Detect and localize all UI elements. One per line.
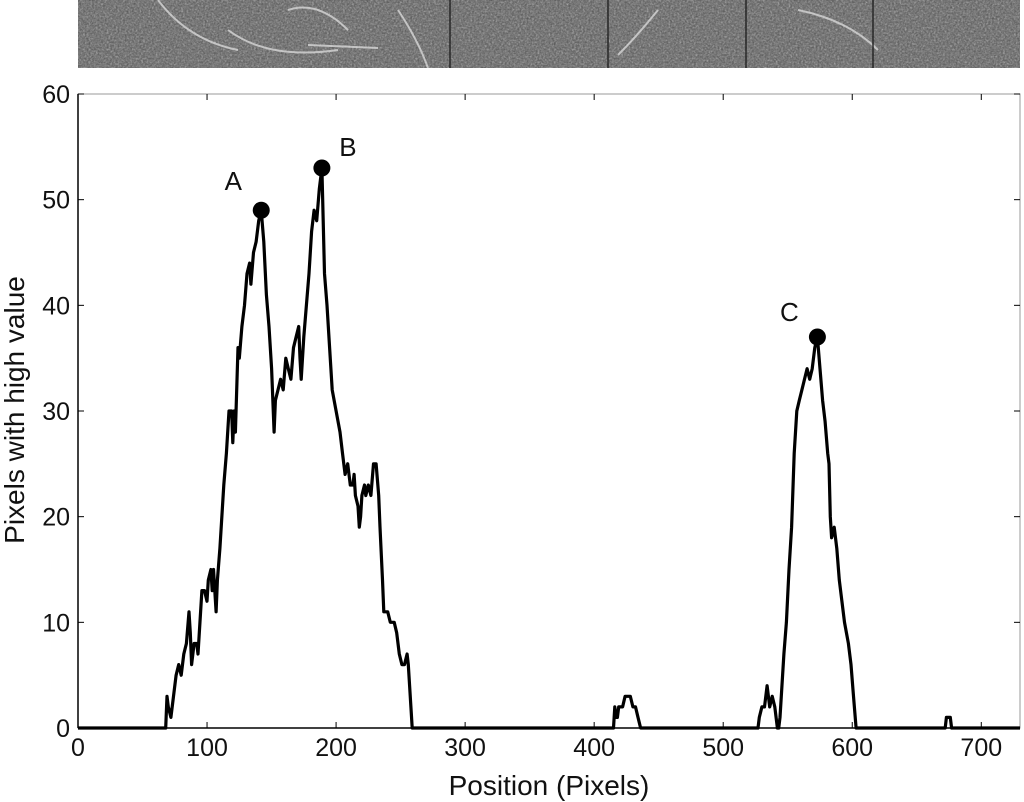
y-axis: 0 10 20 30 40 50 60 (42, 81, 1020, 743)
y-tick-label: 50 (42, 187, 70, 215)
x-tick-label: 400 (573, 734, 615, 762)
x-tick-label: 300 (444, 734, 486, 762)
y-tick-label: 20 (42, 504, 70, 532)
x-tick-label: 200 (315, 734, 357, 762)
x-tick-label: 500 (702, 734, 744, 762)
peak-label-b: B (339, 132, 356, 162)
y-tick-label: 0 (56, 715, 70, 743)
x-axis: 0 100 200 300 400 500 600 700 (71, 94, 1002, 762)
peak-marker-c (808, 328, 826, 346)
peak-label-a: A (225, 166, 243, 196)
grayscale-texture-strip-icon (78, 0, 1020, 68)
texture-image-strip (78, 0, 1020, 68)
x-tick-label: 700 (960, 734, 1002, 762)
plot-border (77, 93, 1021, 729)
y-tick-label: 10 (42, 609, 70, 637)
y-tick-label: 30 (42, 398, 70, 426)
peak-marker-a (252, 201, 270, 219)
y-tick-label: 40 (42, 292, 70, 320)
peak-label-c: C (780, 297, 799, 327)
x-tick-label: 0 (71, 734, 85, 762)
series-line (78, 166, 1020, 730)
x-tick-label: 100 (186, 734, 228, 762)
x-tick-label: 600 (831, 734, 873, 762)
peak-marker-b (313, 159, 331, 177)
peak-markers: A B C (225, 132, 826, 346)
x-axis-title: Position (Pixels) (449, 770, 650, 801)
plot-frame (77, 93, 1021, 729)
y-axis-title: Pixels with high value (0, 276, 30, 544)
y-tick-label: 60 (42, 81, 70, 109)
